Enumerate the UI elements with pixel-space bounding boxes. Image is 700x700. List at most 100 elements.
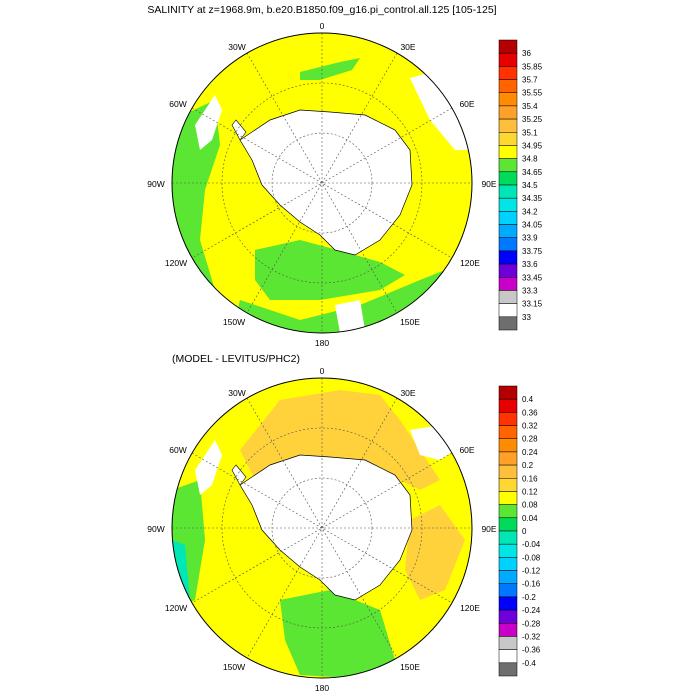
colorbar-swatch [498,504,518,519]
colorbar-tick-label: -0.12 [522,567,541,576]
colorbar-tick-label: 35.25 [522,115,543,124]
svg-text:150W: 150W [223,317,245,327]
colorbar-tick-label: -0.08 [522,553,541,562]
colorbar-bottom: 0.4 0.36 0.32 0.28 0.24 0.2 0.16 0.12 0.08 0.04 0 -… [498,385,541,677]
svg-text:120E: 120E [460,603,480,613]
colorbar-tick-label: 0.32 [522,422,538,431]
map-top [172,33,472,333]
panel-title: SALINITY at z=1968.9m, b.e20.B1850.f09_g… [147,4,496,16]
antarctic-peninsula [231,119,247,141]
map-bottom [172,378,472,678]
colorbar-tick-label: -0.32 [522,632,541,641]
svg-text:180: 180 [315,683,329,693]
antarctica-land [239,109,413,256]
svg-text:90E: 90E [481,179,496,189]
colorbar-tick-label: 36 [522,49,531,58]
svg-text:90W: 90W [147,524,164,534]
svg-text:150E: 150E [400,662,420,672]
colorbar-tick-label: 34.2 [522,207,538,216]
svg-text:180: 180 [315,338,329,348]
antarctic-peninsula [231,464,247,486]
colorbar-swatch [498,570,518,584]
colorbar-top: 36 35.85 35.7 35.55 35.4 35.25 35.1 34.95 34.8 34… [498,39,543,331]
colorbar-swatch [498,491,518,505]
colorbar-tick-label: 35.7 [522,76,538,85]
colorbar-tick-label: 33.9 [522,234,538,243]
colorbar-tick-label: 34.8 [522,155,538,164]
svg-text:150E: 150E [400,317,420,327]
salinity-green-region-ross [255,240,405,300]
colorbar-tick-label: 0.4 [522,395,534,404]
colorbar-swatch [498,197,518,212]
svg-text:150W: 150W [223,662,245,672]
colorbar-tick-label: 34.95 [522,141,543,150]
colorbar-swatch [498,438,518,453]
colorbar-tick-label: 33.15 [522,300,543,309]
colorbar-tick-label: 33.75 [522,247,543,256]
colorbar-tick-label: 34.5 [522,181,538,190]
colorbar-swatch [498,52,518,67]
colorbar-swatch [498,623,518,637]
colorbar-tick-label: 0.08 [522,501,538,510]
colorbar-tick-label: 0.2 [522,461,534,470]
colorbar-swatch [498,66,518,80]
svg-text:0: 0 [320,366,325,376]
colorbar-tick-label: 33 [522,313,531,322]
graticule [172,378,472,678]
colorbar-tick-label: 33.6 [522,260,538,269]
colorbar-swatch [498,636,518,650]
colorbar-swatch [498,412,518,426]
colorbar-swatch [498,92,518,107]
colorbar-tick-label: 0.12 [522,487,538,496]
colorbar-swatch [498,583,518,598]
svg-text:60E: 60E [459,445,474,455]
colorbar-swatch [498,277,518,291]
colorbar-swatch [498,118,518,133]
colorbar-swatch [498,464,518,479]
colorbar-swatch [498,211,518,225]
colorbar-tick-label: 34.05 [522,221,543,230]
colorbar-tick-label: 35.1 [522,128,538,137]
colorbar-tick-label: -0.24 [522,606,541,615]
colorbar-tick-label: 35.55 [522,89,543,98]
colorbar-swatch [498,290,518,304]
svg-text:90W: 90W [147,179,164,189]
colorbar-tick-label: -0.28 [522,619,541,628]
antarctica-land [239,454,413,601]
colorbar-tick-label: 0.04 [522,514,538,523]
land-south-america [195,440,222,495]
colorbar-swatch [498,425,518,439]
colorbar-tick-label: -0.16 [522,580,541,589]
colorbar-swatch [498,649,518,664]
colorbar-swatch [498,158,518,173]
colorbar-tick-label: -0.36 [522,646,541,655]
colorbar-swatch [498,557,518,571]
colorbar-swatch [498,451,518,466]
colorbar-tick-label: 0.28 [522,435,538,444]
colorbar-swatch [498,596,518,611]
colorbar-tick-label: 35.4 [522,102,538,111]
svg-text:60W: 60W [169,99,186,109]
svg-text:30E: 30E [400,42,415,52]
anomaly-green-region-south [280,590,395,678]
svg-text:60E: 60E [459,99,474,109]
colorbar-swatch [498,543,518,558]
colorbar-swatch [498,184,518,199]
colorbar-tick-label: -0.4 [522,659,536,668]
lon-labels-bottom: 0 30E 60E 90E 120E 150E 180 150W 120W 90… [147,366,497,693]
colorbar-swatch [498,171,518,186]
colorbar-tick-label: 35.85 [522,62,543,71]
svg-text:120W: 120W [165,258,187,268]
colorbar-swatch [498,132,518,146]
map-border-bottom [171,377,473,679]
colorbar-tick-label: 0.36 [522,408,538,417]
svg-text:0: 0 [320,21,325,31]
colorbar-swatch [498,303,518,318]
colorbar-tick-label: 33.45 [522,273,543,282]
colorbar-swatch [498,39,518,54]
svg-text:120W: 120W [165,603,187,613]
salinity-green-region-north [300,58,360,80]
map-border-top [171,32,473,334]
colorbar-swatch [498,517,518,532]
